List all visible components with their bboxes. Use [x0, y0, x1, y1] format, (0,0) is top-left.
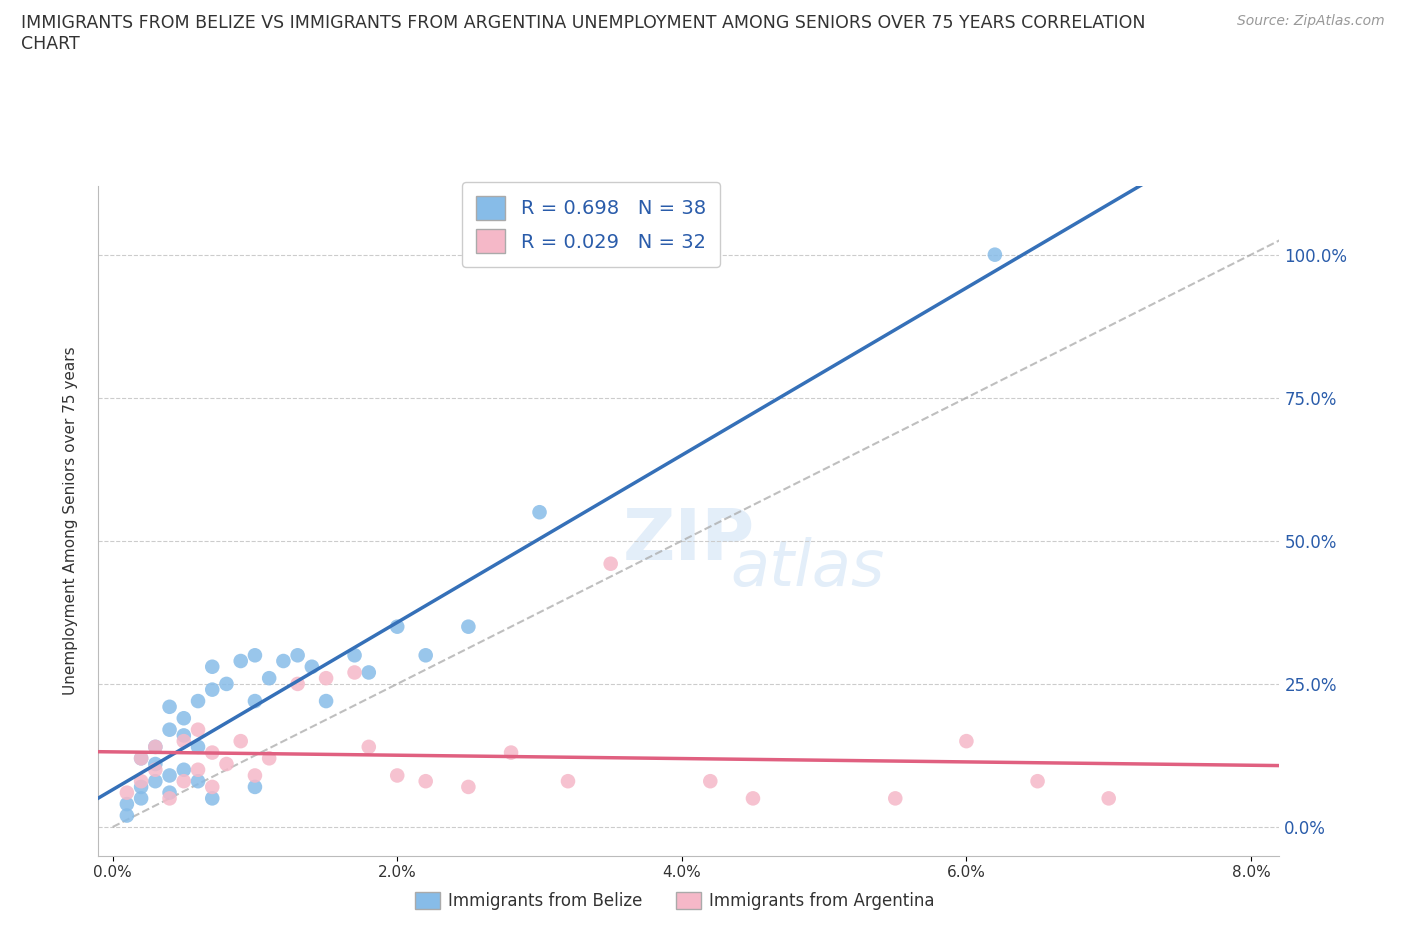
Point	[159, 768, 181, 783]
Point	[1026, 774, 1049, 789]
Text: IMMIGRANTS FROM BELIZE VS IMMIGRANTS FROM ARGENTINA UNEMPLOYMENT AMONG SENIORS O: IMMIGRANTS FROM BELIZE VS IMMIGRANTS FRO…	[21, 14, 1146, 53]
Point	[173, 774, 195, 789]
Point	[243, 648, 266, 663]
Point	[884, 790, 907, 805]
Point	[129, 751, 152, 765]
Point	[173, 734, 195, 749]
Point	[201, 683, 224, 698]
Point	[159, 785, 181, 800]
Point	[143, 757, 166, 772]
Point	[173, 711, 195, 725]
Y-axis label: Unemployment Among Seniors over 75 years: Unemployment Among Seniors over 75 years	[63, 347, 77, 695]
Point	[187, 739, 209, 754]
Point	[315, 671, 337, 685]
Point	[287, 648, 309, 663]
Point	[115, 808, 138, 823]
Point	[457, 619, 479, 634]
Point	[173, 728, 195, 743]
Point	[173, 763, 195, 777]
Point	[387, 768, 409, 783]
Point	[499, 745, 522, 760]
Point	[742, 790, 765, 805]
Point	[115, 797, 138, 812]
Point	[143, 763, 166, 777]
Point	[229, 734, 252, 749]
Point	[129, 774, 152, 789]
Text: atlas: atlas	[730, 537, 884, 599]
Point	[243, 779, 266, 794]
Point	[201, 779, 224, 794]
Point	[343, 648, 366, 663]
Point	[187, 774, 209, 789]
Point	[215, 676, 238, 691]
Point	[143, 739, 166, 754]
Text: ZIP: ZIP	[623, 507, 755, 576]
Point	[243, 694, 266, 709]
Point	[343, 665, 366, 680]
Point	[357, 665, 380, 680]
Point	[557, 774, 579, 789]
Point	[129, 751, 152, 765]
Point	[159, 699, 181, 714]
Point	[301, 659, 323, 674]
Legend: Immigrants from Belize, Immigrants from Argentina: Immigrants from Belize, Immigrants from …	[408, 885, 942, 917]
Point	[257, 751, 280, 765]
Point	[115, 785, 138, 800]
Point	[699, 774, 721, 789]
Point	[201, 659, 224, 674]
Point	[287, 676, 309, 691]
Point	[159, 790, 181, 805]
Point	[415, 774, 437, 789]
Point	[955, 734, 977, 749]
Point	[129, 779, 152, 794]
Point	[357, 739, 380, 754]
Point	[315, 694, 337, 709]
Point	[984, 247, 1007, 262]
Point	[129, 790, 152, 805]
Point	[143, 739, 166, 754]
Point	[159, 723, 181, 737]
Legend: R = 0.698   N = 38, R = 0.029   N = 32: R = 0.698 N = 38, R = 0.029 N = 32	[463, 182, 720, 267]
Point	[599, 556, 621, 571]
Point	[229, 654, 252, 669]
Point	[457, 779, 479, 794]
Point	[529, 505, 551, 520]
Point	[257, 671, 280, 685]
Point	[201, 745, 224, 760]
Point	[143, 774, 166, 789]
Point	[415, 648, 437, 663]
Point	[187, 763, 209, 777]
Point	[243, 768, 266, 783]
Point	[215, 757, 238, 772]
Point	[387, 619, 409, 634]
Point	[1098, 790, 1121, 805]
Point	[273, 654, 295, 669]
Point	[201, 790, 224, 805]
Text: Source: ZipAtlas.com: Source: ZipAtlas.com	[1237, 14, 1385, 28]
Point	[187, 694, 209, 709]
Point	[187, 723, 209, 737]
